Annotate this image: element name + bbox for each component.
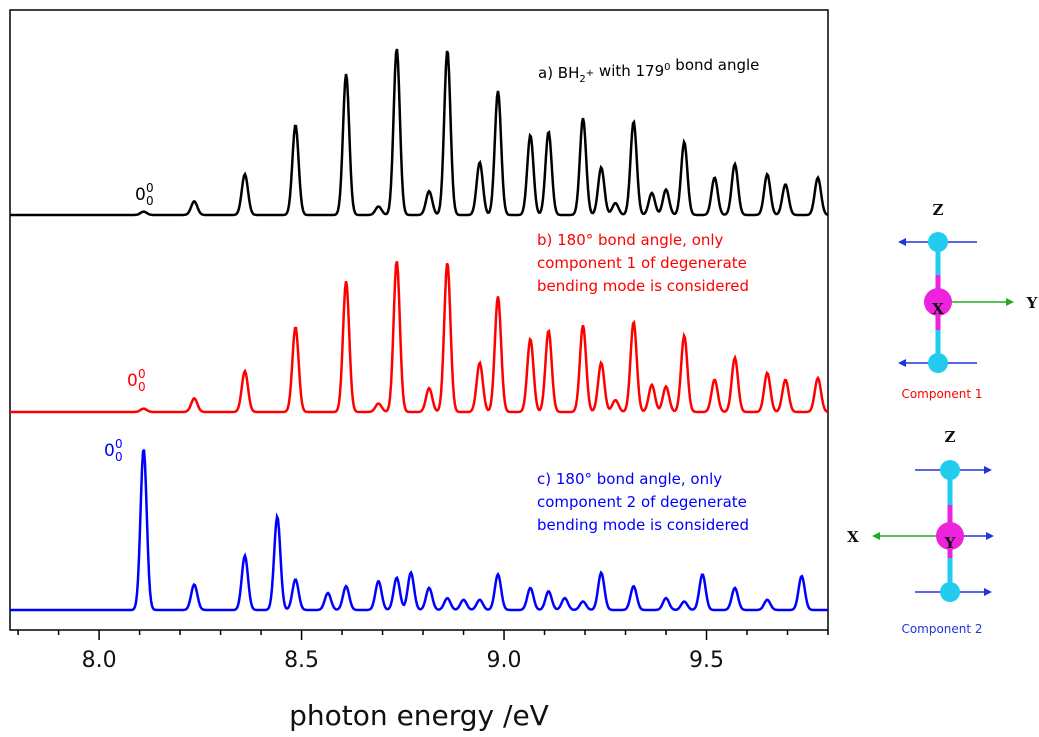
x-axis: 8.0 8.5 9.0 9.5 bbox=[17, 630, 829, 673]
component-2-label: Component 2 bbox=[901, 622, 982, 636]
series-b-origin-label: 0 00 bbox=[127, 367, 146, 394]
axis-label-y: Y bbox=[1026, 294, 1038, 312]
x-tick-label: 8.0 bbox=[82, 648, 117, 673]
arrow-head-icon bbox=[986, 532, 994, 540]
origin-label-sup: 0 bbox=[115, 437, 123, 451]
arrow-head-icon bbox=[872, 532, 880, 540]
arrow-head-icon bbox=[1006, 298, 1014, 306]
arrow-head-icon bbox=[898, 359, 906, 367]
series-c-origin-label: 0 00 bbox=[104, 437, 123, 464]
component-1-diagram: Z Y X Component 1 bbox=[898, 201, 1038, 401]
series-c-annotation-line1: c) 180° bond angle, only bbox=[537, 470, 722, 488]
x-tick-label: 9.5 bbox=[689, 648, 724, 673]
series-b-annotation-line2: component 1 of degenerate bbox=[537, 254, 747, 272]
axis-label-z: Z bbox=[933, 201, 944, 219]
series-c-annotation-line3: bending mode is considered bbox=[537, 516, 749, 534]
component-1-label: Component 1 bbox=[901, 387, 982, 401]
origin-label-sup: 0 bbox=[138, 367, 146, 381]
x-tick-label: 8.5 bbox=[284, 648, 319, 673]
series-c-line bbox=[10, 449, 828, 612]
series-b-annotation-line3: bending mode is considered bbox=[537, 277, 749, 295]
series-c-annotation-line2: component 2 of degenerate bbox=[537, 493, 747, 511]
h-atom-icon bbox=[928, 353, 948, 373]
series-labels: a) BH2+ with 1790 bond angle b) 180° bon… bbox=[537, 56, 759, 534]
series-b-annotation-line1: b) 180° bond angle, only bbox=[537, 231, 724, 249]
origin-label-sub: 0 bbox=[115, 450, 123, 464]
series-a-line bbox=[10, 48, 829, 217]
b-atom-icon bbox=[936, 522, 964, 550]
h-atom-icon bbox=[940, 582, 960, 602]
arrow-head-icon bbox=[984, 588, 992, 596]
origin-label-sub: 0 bbox=[138, 380, 146, 394]
origin-label-sup: 0 bbox=[146, 181, 154, 195]
axis-label-x: X bbox=[932, 300, 944, 318]
h-atom-icon bbox=[940, 460, 960, 480]
x-axis-label: photon energy /eV bbox=[289, 699, 549, 732]
x-tick-label: 9.0 bbox=[487, 648, 522, 673]
series-a-origin-label: 0 00 bbox=[135, 181, 154, 208]
series-b-line bbox=[10, 260, 829, 414]
origin-label-main: 0 bbox=[104, 441, 115, 461]
series-a-annotation: a) BH2+ with 1790 bond angle bbox=[538, 56, 759, 85]
h-atom-icon bbox=[928, 232, 948, 252]
b-atom-icon bbox=[924, 288, 952, 316]
axis-label-z: Z bbox=[945, 428, 956, 446]
component-2-diagram: Z X Y Component 2 bbox=[847, 428, 994, 636]
plot-frame bbox=[9, 9, 829, 631]
origin-label-main: 0 bbox=[127, 371, 138, 391]
origin-label-sub: 0 bbox=[146, 194, 154, 208]
origin-label-main: 0 bbox=[135, 185, 146, 205]
axis-label-x: X bbox=[847, 528, 859, 546]
axis-label-y: Y bbox=[944, 534, 956, 552]
arrow-head-icon bbox=[898, 238, 906, 246]
plot-area: 0 000 000 00 bbox=[9, 9, 829, 631]
arrow-head-icon bbox=[984, 466, 992, 474]
